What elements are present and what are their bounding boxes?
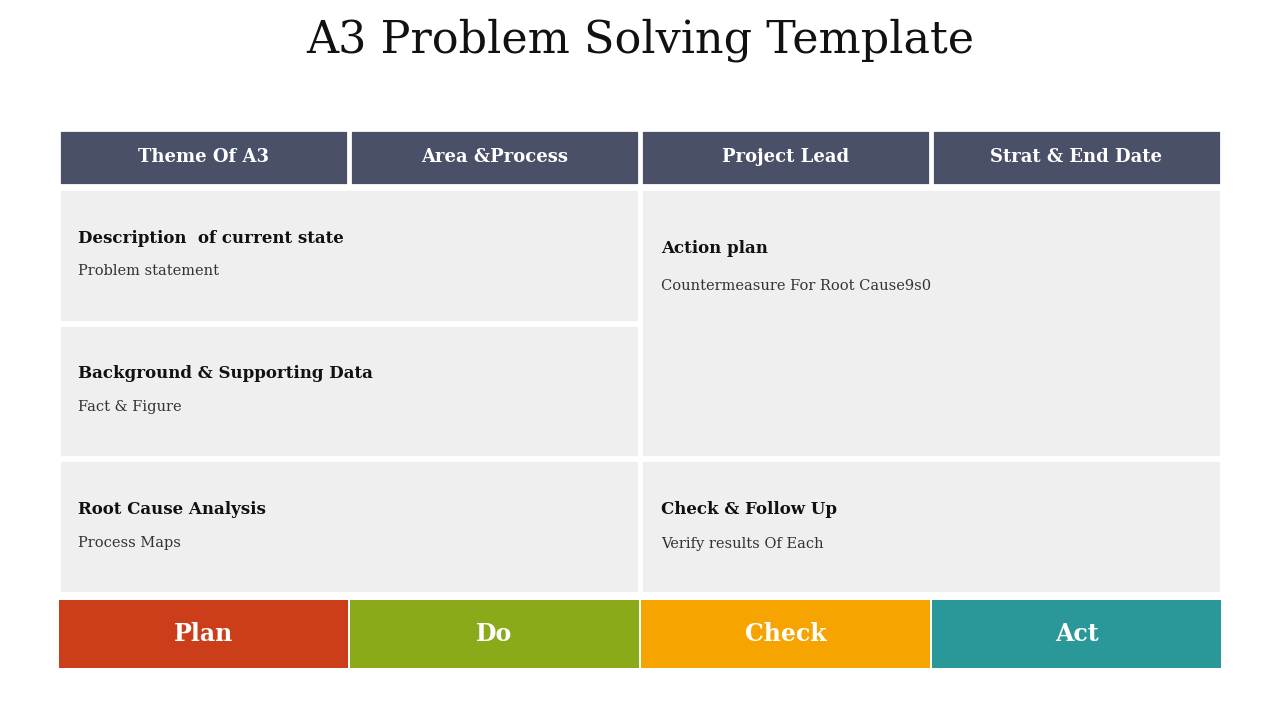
Text: A3 Problem Solving Template: A3 Problem Solving Template (306, 18, 974, 62)
Text: Area &Process: Area &Process (421, 148, 568, 166)
Text: Plan: Plan (174, 622, 233, 646)
FancyBboxPatch shape (59, 189, 639, 322)
FancyBboxPatch shape (349, 600, 639, 668)
Text: Background & Supporting Data: Background & Supporting Data (78, 365, 372, 382)
Text: Act: Act (1055, 622, 1098, 646)
FancyBboxPatch shape (641, 189, 1221, 457)
FancyBboxPatch shape (641, 130, 931, 185)
FancyBboxPatch shape (59, 325, 639, 457)
Text: Check: Check (745, 622, 827, 646)
FancyBboxPatch shape (59, 130, 348, 185)
FancyBboxPatch shape (932, 600, 1221, 668)
Text: Check & Follow Up: Check & Follow Up (660, 501, 837, 518)
Text: Description  of current state: Description of current state (78, 230, 344, 246)
Text: Action plan: Action plan (660, 240, 768, 256)
Text: Root Cause Analysis: Root Cause Analysis (78, 501, 266, 518)
Text: Countermeasure For Root Cause9s0: Countermeasure For Root Cause9s0 (660, 279, 931, 292)
Text: Process Maps: Process Maps (78, 536, 180, 549)
Text: Strat & End Date: Strat & End Date (991, 148, 1162, 166)
Text: Fact & Figure: Fact & Figure (78, 400, 182, 414)
Text: Theme Of A3: Theme Of A3 (138, 148, 269, 166)
Text: Do: Do (476, 622, 512, 646)
FancyBboxPatch shape (59, 600, 348, 668)
Text: Project Lead: Project Lead (722, 148, 849, 166)
FancyBboxPatch shape (932, 130, 1221, 185)
FancyBboxPatch shape (641, 600, 931, 668)
FancyBboxPatch shape (349, 130, 639, 185)
Text: Problem statement: Problem statement (78, 264, 219, 278)
FancyBboxPatch shape (641, 460, 1221, 593)
Text: Verify results Of Each: Verify results Of Each (660, 537, 823, 551)
FancyBboxPatch shape (59, 460, 639, 593)
